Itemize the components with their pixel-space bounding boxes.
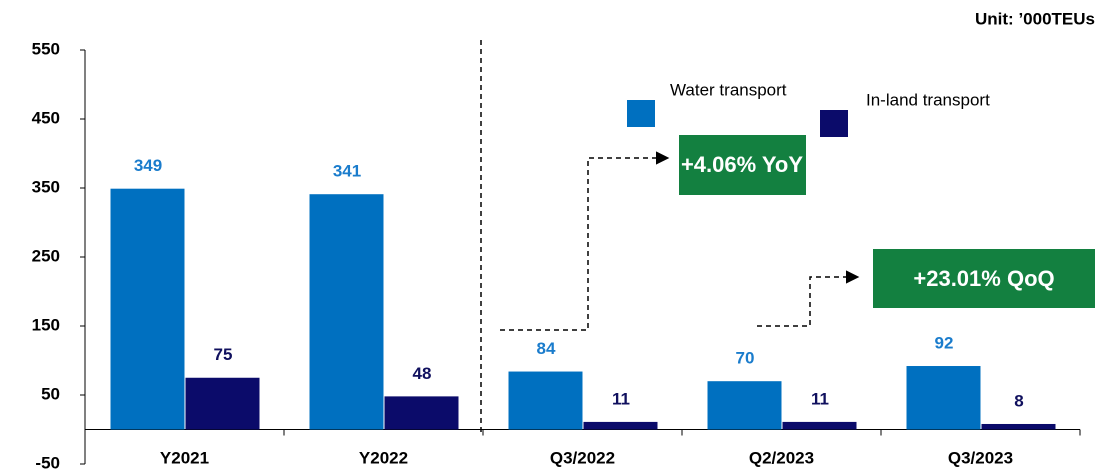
y-tick-label: 50 (41, 384, 60, 403)
arrow (757, 270, 860, 327)
bar (309, 194, 384, 430)
x-tick-label: Q3/2023 (948, 448, 1013, 467)
y-tick-label: 550 (32, 39, 60, 58)
value-label: 8 (1014, 391, 1023, 410)
bar (782, 421, 857, 430)
bar (707, 381, 782, 430)
legend-swatch (627, 100, 655, 127)
value-label: 341 (333, 162, 361, 181)
bar (981, 423, 1056, 430)
annotation: +4.06% YoY (681, 152, 803, 177)
y-tick-label: 150 (32, 315, 60, 334)
annotation-box (679, 135, 806, 195)
bar (508, 371, 583, 430)
y-tick-label: -50 (35, 453, 60, 472)
x-tick-label: Y2022 (359, 448, 408, 467)
value-label: 75 (214, 345, 233, 364)
bar (110, 188, 185, 430)
annotation-box (873, 249, 1095, 308)
x-tick-label: Q3/2022 (550, 448, 615, 467)
value-label: 92 (935, 334, 954, 353)
arrow (500, 151, 670, 331)
value-label: 84 (537, 339, 556, 358)
y-tick-label: 250 (32, 246, 60, 265)
bar (583, 421, 658, 430)
bar (384, 396, 459, 430)
y-tick-label: 450 (32, 108, 60, 127)
annotation: +23.01% QoQ (913, 266, 1054, 291)
value-label: 11 (811, 389, 829, 408)
value-label: 48 (413, 364, 432, 383)
y-tick-label: 350 (32, 177, 60, 196)
bar (185, 377, 260, 430)
x-tick-label: Y2021 (160, 448, 209, 467)
unit-label: Unit: ’000TEUs (975, 9, 1095, 28)
legend-swatch (820, 110, 848, 137)
legend-label: In-land transport (866, 90, 990, 109)
bar (906, 366, 981, 430)
x-tick-label: Q2/2023 (749, 448, 814, 467)
legend-label: Water transport (670, 80, 787, 99)
value-label: 11 (612, 389, 630, 408)
value-label: 70 (736, 349, 755, 368)
value-label: 349 (134, 156, 162, 175)
